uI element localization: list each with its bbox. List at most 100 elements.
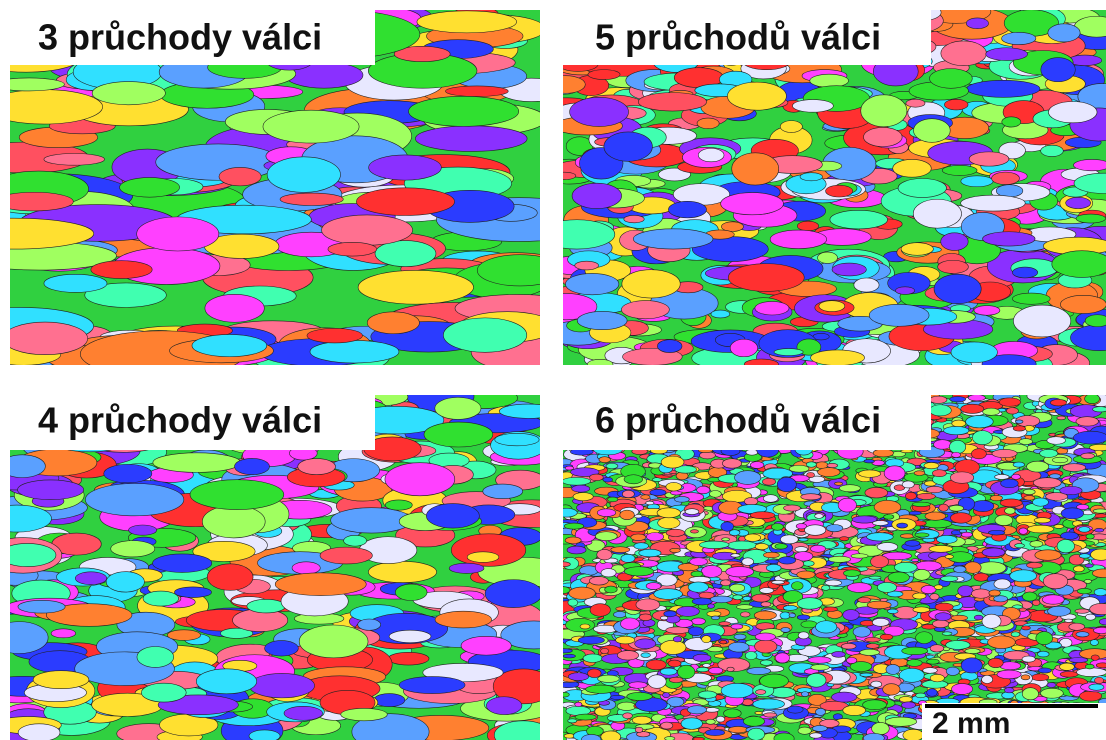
grain <box>720 640 727 644</box>
grain <box>167 630 200 641</box>
grain <box>1048 101 1097 122</box>
grain <box>830 210 888 229</box>
grain <box>863 127 902 146</box>
grain <box>926 486 943 492</box>
grain <box>1040 449 1058 457</box>
grain <box>1095 528 1104 532</box>
grain <box>843 570 860 577</box>
grain <box>1035 550 1061 560</box>
grain <box>897 523 908 528</box>
grain <box>967 80 1040 97</box>
grain <box>915 533 929 537</box>
grain <box>901 243 933 256</box>
grain <box>803 561 814 567</box>
grain <box>810 733 822 738</box>
grain <box>635 727 643 732</box>
grain <box>51 629 76 638</box>
grain <box>588 70 620 80</box>
grain <box>483 484 523 499</box>
grain <box>666 482 682 491</box>
grain <box>721 522 734 531</box>
grain <box>1047 437 1066 445</box>
grain <box>565 273 618 294</box>
grain <box>893 159 932 177</box>
grain <box>916 693 926 698</box>
grain <box>731 554 740 557</box>
grain <box>174 587 211 598</box>
grain <box>872 722 890 734</box>
grain <box>988 636 1016 649</box>
grain <box>884 466 905 481</box>
grain <box>646 660 666 670</box>
grain <box>988 530 1004 535</box>
grain <box>952 420 966 427</box>
grain <box>605 586 618 593</box>
grain <box>415 126 527 152</box>
grain <box>202 505 265 538</box>
grain <box>901 702 915 708</box>
grain <box>971 589 990 598</box>
grain <box>840 537 849 541</box>
grain <box>880 634 893 640</box>
grain <box>1022 626 1031 630</box>
grain <box>660 668 677 675</box>
grain <box>745 651 757 659</box>
grain <box>1027 461 1049 472</box>
grain <box>1089 684 1104 690</box>
grain <box>800 173 822 181</box>
grain <box>1077 668 1106 677</box>
grain <box>673 636 682 642</box>
grain <box>699 541 729 548</box>
grain <box>1036 632 1053 645</box>
grain <box>898 179 946 198</box>
grain <box>1019 439 1032 445</box>
grain <box>869 304 929 326</box>
grain <box>952 684 973 695</box>
grain <box>638 93 706 111</box>
grain <box>934 440 952 450</box>
grain <box>760 660 772 665</box>
grain <box>1085 315 1106 327</box>
grain <box>974 573 989 581</box>
grain <box>687 706 706 714</box>
grain <box>1034 518 1051 523</box>
grain <box>929 405 951 416</box>
grain <box>1033 498 1049 506</box>
grain <box>1057 416 1066 420</box>
grain <box>903 729 924 740</box>
grain <box>557 587 570 594</box>
grain <box>913 593 926 599</box>
grain <box>743 596 751 600</box>
grain <box>1063 464 1086 472</box>
grain <box>755 640 777 653</box>
grain <box>927 659 940 664</box>
grain <box>762 478 775 485</box>
grain <box>192 334 267 356</box>
grain <box>1096 663 1106 668</box>
grain <box>728 726 748 732</box>
grain <box>766 564 781 571</box>
grain <box>1095 677 1104 683</box>
grain <box>753 699 785 709</box>
grain <box>716 716 725 722</box>
grain <box>280 193 343 205</box>
grain <box>44 154 105 166</box>
grain <box>1077 588 1091 594</box>
grain <box>1024 496 1035 501</box>
grain <box>750 462 764 469</box>
grain <box>688 582 708 592</box>
grain <box>909 511 921 515</box>
grain <box>449 563 484 573</box>
grain <box>792 100 833 113</box>
grain <box>1085 394 1100 404</box>
grain <box>341 708 388 720</box>
grain <box>905 540 920 546</box>
grain <box>745 534 761 542</box>
grain <box>944 99 968 110</box>
grain <box>622 490 634 497</box>
grain <box>961 195 1026 211</box>
grain <box>572 183 621 208</box>
grain <box>811 664 830 670</box>
grain <box>949 440 965 453</box>
grain <box>369 155 442 180</box>
